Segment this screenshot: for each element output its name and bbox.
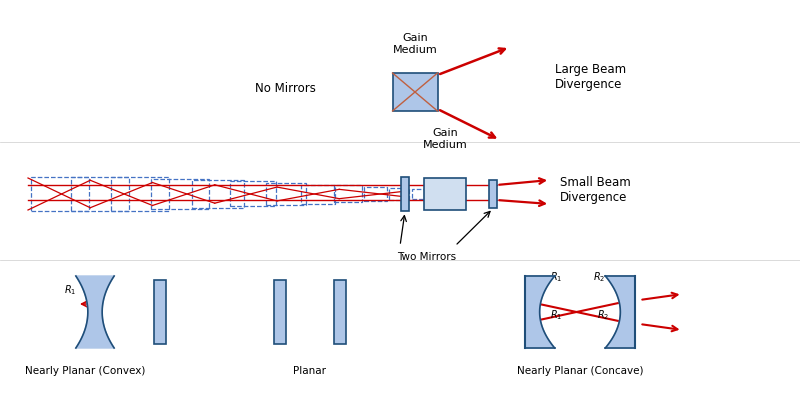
- Bar: [31, 177, 89, 211]
- Text: Planar: Planar: [294, 366, 326, 376]
- Bar: [151, 179, 209, 209]
- Text: Nearly Planar (Concave): Nearly Planar (Concave): [517, 366, 643, 376]
- Text: Large Beam
Divergence: Large Beam Divergence: [555, 63, 626, 91]
- Polygon shape: [526, 276, 554, 348]
- Text: R$_2$: R$_2$: [597, 308, 610, 322]
- Bar: [71, 177, 129, 211]
- Bar: [192, 180, 244, 208]
- Text: Small Beam
Divergence: Small Beam Divergence: [560, 176, 630, 204]
- Text: Gain
Medium: Gain Medium: [422, 129, 467, 150]
- Text: Nearly Planar (Convex): Nearly Planar (Convex): [25, 366, 145, 376]
- Bar: [390, 188, 409, 200]
- Text: Gain
Medium: Gain Medium: [393, 33, 438, 55]
- Text: R$_1$: R$_1$: [550, 308, 563, 322]
- Polygon shape: [606, 276, 634, 348]
- Text: Two Mirrors: Two Mirrors: [398, 252, 457, 262]
- Text: R$_1$: R$_1$: [64, 283, 76, 297]
- Bar: [154, 280, 166, 344]
- Bar: [334, 185, 362, 203]
- Bar: [266, 183, 306, 205]
- Bar: [412, 189, 428, 199]
- Bar: [363, 187, 386, 201]
- Bar: [424, 178, 466, 210]
- Bar: [111, 177, 169, 211]
- Bar: [393, 73, 438, 111]
- Bar: [334, 280, 346, 344]
- Text: R$_2$: R$_2$: [593, 270, 606, 284]
- Polygon shape: [76, 276, 114, 348]
- Text: No Mirrors: No Mirrors: [254, 82, 315, 96]
- Bar: [230, 182, 276, 206]
- Text: R$_1$: R$_1$: [550, 270, 563, 284]
- Bar: [402, 177, 409, 211]
- Bar: [490, 180, 497, 208]
- Bar: [301, 185, 335, 204]
- Bar: [274, 280, 286, 344]
